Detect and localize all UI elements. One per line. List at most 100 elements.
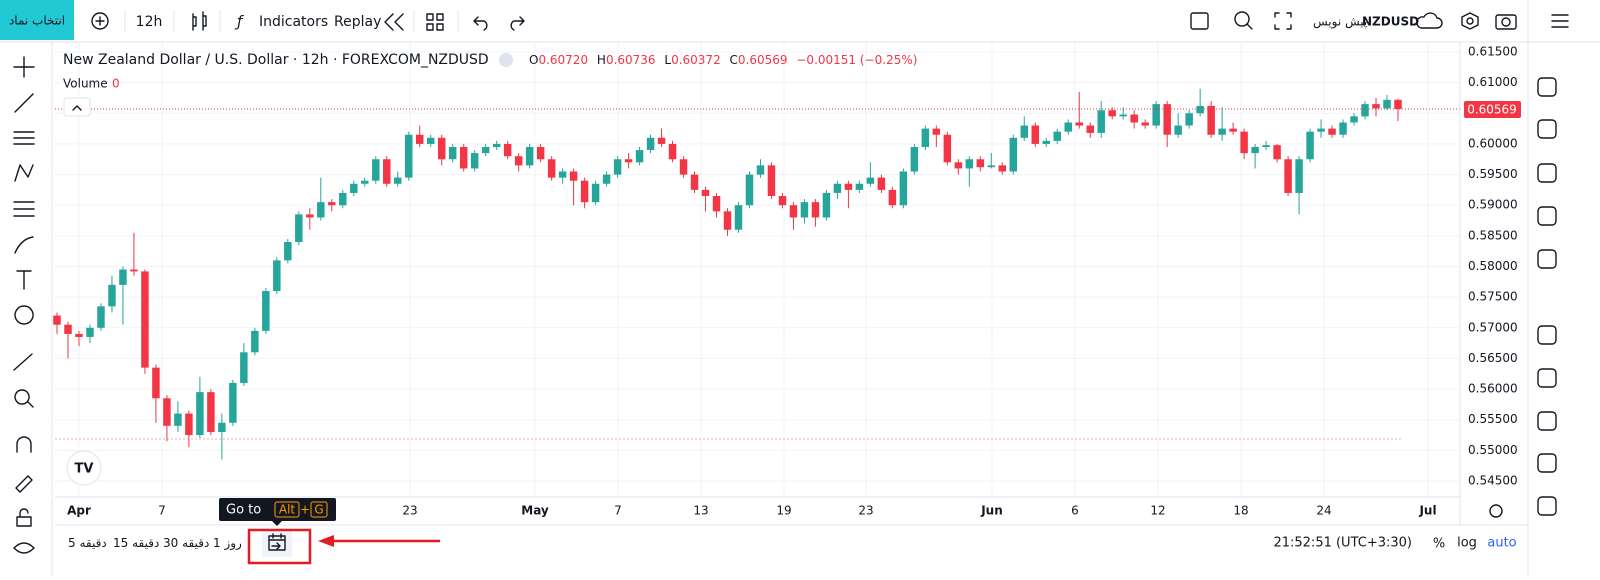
fullscreen-icon[interactable] (1190, 12, 1209, 30)
candle-body (448, 146, 457, 160)
settings-icon[interactable] (1461, 12, 1479, 30)
candle-body (591, 183, 600, 203)
symbol-button-label[interactable]: انتخاب نماد (9, 14, 65, 28)
candle-body (1383, 99, 1391, 109)
symbol-button[interactable] (0, 0, 74, 40)
range-button[interactable]: 1 روز (213, 536, 242, 551)
candle-body (965, 159, 974, 169)
symbol-name[interactable]: NZDUSD (1362, 15, 1419, 29)
price-tick-label: 0.56000 (1468, 382, 1518, 396)
sidebar-icon[interactable] (1537, 249, 1557, 269)
candle-body (833, 183, 842, 193)
axis-settings-icon[interactable] (1489, 504, 1503, 518)
range-button[interactable]: 30 دقیقه (163, 536, 209, 550)
candle-body (196, 392, 204, 436)
key-box (310, 501, 328, 518)
change-value: −0.00151 (−0.25%) (796, 53, 917, 67)
candle-body (415, 134, 424, 144)
tool-icon[interactable] (13, 353, 33, 371)
candle-body (899, 171, 908, 206)
candle-body (1295, 159, 1303, 193)
close-value: 0.60569 (738, 53, 788, 67)
candle-body (767, 165, 776, 197)
key-alt: Alt (279, 503, 296, 517)
auto-toggle[interactable]: auto (1487, 536, 1516, 551)
tool-icon[interactable] (15, 475, 33, 493)
range-button[interactable]: 5 دقیقه (68, 536, 107, 550)
candle-body (1119, 114, 1127, 117)
candle-body (800, 202, 809, 218)
tool-icon[interactable] (14, 164, 34, 182)
candle-body (185, 413, 193, 436)
candle-body (1317, 128, 1325, 132)
indicators-icon: ƒ (234, 13, 244, 31)
sidebar-icon[interactable] (1537, 411, 1557, 431)
draft-label: پیش نویس (1313, 15, 1367, 30)
sidebar-icon[interactable] (1537, 163, 1557, 183)
high-value: 0.60736 (606, 53, 656, 67)
tool-icon[interactable] (16, 508, 32, 527)
snapshot-icon[interactable] (1495, 14, 1517, 30)
candle-body (1031, 125, 1040, 144)
log-toggle[interactable]: log (1457, 536, 1477, 551)
range-button[interactable]: 15 دقیقه (113, 536, 159, 550)
tool-icon[interactable] (13, 56, 35, 78)
collapse-button[interactable] (63, 97, 91, 117)
alert-icon[interactable] (1234, 11, 1250, 27)
tool-icon[interactable] (13, 131, 35, 145)
add-icon[interactable] (91, 12, 109, 30)
time-tick-label: 7 (614, 504, 622, 518)
tv-logo-mark: TV (75, 462, 94, 477)
chart-type-icon[interactable] (192, 11, 207, 31)
sidebar-icon[interactable] (1537, 496, 1557, 516)
candle-body (1152, 104, 1160, 126)
tool-icon[interactable] (14, 305, 34, 325)
tool-icon[interactable] (13, 201, 35, 217)
candle-body (734, 205, 743, 230)
chart-title: New Zealand Dollar / U.S. Dollar · 12h ·… (63, 52, 489, 68)
tool-icon[interactable] (16, 270, 32, 290)
tool-icon[interactable] (14, 236, 34, 254)
time-tick-label: 6 (1071, 504, 1079, 518)
sidebar-icon[interactable] (1537, 77, 1557, 97)
cloud-icon[interactable] (1416, 12, 1443, 29)
sidebar-icon[interactable] (1537, 119, 1557, 139)
candle-body (1339, 122, 1347, 135)
tool-icon[interactable] (16, 436, 32, 453)
layout-icon[interactable] (426, 13, 444, 31)
percent-toggle[interactable]: % (1433, 537, 1445, 552)
candle-body (943, 134, 952, 163)
price-tick-label: 0.61000 (1468, 75, 1518, 89)
price-tick-label: 0.55000 (1468, 443, 1518, 457)
expand-icon[interactable] (1274, 12, 1292, 30)
sidebar-icon[interactable] (1537, 325, 1557, 345)
sidebar-icon[interactable] (1537, 453, 1557, 473)
menu-icon[interactable] (1551, 14, 1569, 28)
alert-icon-handle (1246, 23, 1253, 30)
replay-button[interactable]: Replay (334, 14, 381, 30)
sidebar-icon[interactable] (1537, 368, 1557, 388)
candle-body (119, 269, 127, 285)
undo-icon[interactable] (473, 16, 488, 31)
goto-button[interactable] (262, 531, 292, 557)
sidebar-icon[interactable] (1537, 206, 1557, 226)
tool-icon[interactable] (14, 389, 34, 408)
candle-body (75, 333, 83, 337)
candle-body (328, 202, 336, 206)
candle-body (910, 146, 919, 172)
candle-body (646, 137, 655, 151)
add-icon-plus (95, 16, 105, 26)
candle-body (284, 241, 292, 261)
tool-icon[interactable] (14, 93, 34, 113)
redo-icon[interactable] (510, 16, 525, 31)
candle-body (1273, 145, 1281, 160)
candle-body (383, 159, 391, 184)
indicators-button[interactable]: Indicators (259, 14, 328, 30)
candle-body (1174, 125, 1182, 135)
candle-body (394, 177, 402, 184)
tool-icon[interactable] (13, 542, 35, 554)
interval-button[interactable]: 12h (136, 14, 163, 30)
candle-body (1185, 113, 1193, 126)
time-tick-label: Jul (1418, 504, 1436, 518)
key-plus: + (300, 503, 310, 517)
